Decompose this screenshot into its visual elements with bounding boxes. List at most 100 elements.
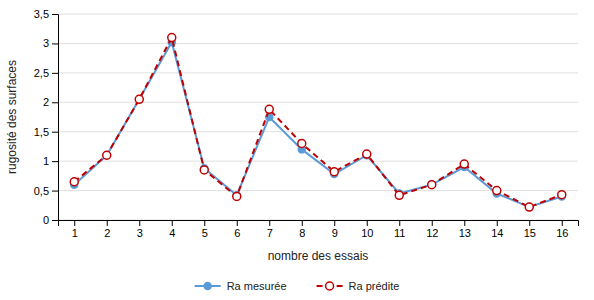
x-axis-title: nombre des essais — [268, 249, 369, 263]
point — [363, 150, 371, 158]
tick-label: 7 — [267, 227, 273, 239]
tick: 1 — [72, 220, 78, 239]
tick: 10 — [361, 220, 373, 239]
tick-mark — [52, 161, 58, 162]
tick-label: 4 — [169, 227, 175, 239]
tick: 3,5 — [34, 8, 58, 20]
tick-mark — [237, 220, 238, 226]
point — [70, 178, 78, 186]
line — [74, 38, 562, 208]
tick-mark — [269, 220, 270, 226]
tick-mark — [367, 220, 368, 226]
legend: Ra mesurée Ra prédite — [195, 280, 400, 292]
tick: 1,5 — [34, 126, 58, 138]
tick-mark — [204, 220, 205, 226]
x-axis: 12345678910111213141516 — [59, 220, 579, 239]
legend-label: Ra mesurée — [227, 280, 287, 292]
tick: 2 — [43, 96, 58, 108]
tick-mark — [172, 220, 173, 226]
tick-label: 0,5 — [34, 185, 49, 197]
tick-label: 2 — [104, 227, 110, 239]
legend-marker — [204, 283, 211, 290]
tick: 3 — [137, 220, 143, 239]
point — [298, 139, 306, 147]
tick-label: 3 — [137, 227, 143, 239]
tick: 3 — [43, 37, 58, 49]
tick-label: 2 — [43, 96, 49, 108]
legend-label: Ra prédite — [349, 280, 400, 292]
tick: 15 — [524, 220, 536, 239]
tick: 2 — [104, 220, 110, 239]
tick-label: 14 — [491, 227, 503, 239]
point — [168, 34, 176, 42]
point — [135, 95, 143, 103]
series-group — [70, 34, 566, 212]
tick-mark — [52, 73, 58, 74]
tick-label: 13 — [459, 227, 471, 239]
tick-mark — [52, 14, 58, 15]
tick: 13 — [459, 220, 471, 239]
tick: 7 — [267, 220, 273, 239]
point — [233, 192, 241, 200]
tick-label: 9 — [332, 227, 338, 239]
grid-line — [58, 14, 578, 15]
point — [330, 168, 338, 176]
tick-label: 0 — [43, 214, 49, 226]
tick-mark — [562, 220, 563, 226]
tick-mark — [302, 220, 303, 226]
point — [428, 181, 435, 188]
tick-label: 2,5 — [34, 67, 49, 79]
tick: 11 — [394, 220, 405, 239]
grid-line — [58, 72, 578, 73]
point — [460, 160, 468, 168]
point — [428, 181, 436, 189]
grid — [58, 14, 578, 220]
tick-label: 5 — [202, 227, 208, 239]
tick-mark — [432, 220, 433, 226]
tick: 0 — [43, 214, 58, 226]
legend-item: Ra prédite — [317, 280, 400, 292]
tick-label: 8 — [299, 227, 305, 239]
point — [103, 151, 111, 159]
tick: 1 — [43, 155, 58, 167]
tick: 2,5 — [34, 67, 58, 79]
series — [70, 34, 566, 212]
tick-mark — [529, 220, 530, 226]
tick-label: 11 — [394, 227, 405, 239]
tick: 6 — [234, 220, 240, 239]
y-axis-title: rugosité des surfaces — [5, 60, 19, 174]
point — [526, 204, 533, 211]
tick-mark — [52, 102, 58, 103]
tick: 14 — [491, 220, 503, 239]
tick: 0,5 — [34, 185, 58, 197]
tick-label: 3,5 — [34, 8, 49, 20]
tick-label: 15 — [524, 227, 536, 239]
tick-label: 12 — [426, 227, 438, 239]
tick-mark — [334, 220, 335, 226]
tick: 8 — [299, 220, 305, 239]
y-axis: 0 0,5 1 1,5 2 2,5 3 3,5 — [34, 8, 59, 226]
axis-line — [59, 221, 579, 227]
plot-area: 1234567891011121314151600,511,522,533,5 — [34, 8, 579, 239]
tick-mark — [399, 220, 400, 226]
point — [493, 187, 501, 195]
tick: 12 — [426, 220, 438, 239]
tick-mark — [139, 220, 140, 226]
tick-mark — [74, 220, 75, 226]
tick-label: 6 — [234, 227, 240, 239]
legend-item: Ra mesurée — [195, 280, 287, 292]
point — [136, 96, 143, 103]
tick: 5 — [202, 220, 208, 239]
point — [558, 191, 566, 199]
tick-mark — [107, 220, 108, 226]
tick: 16 — [556, 220, 568, 239]
axis-line — [52, 15, 59, 221]
chart: 1234567891011121314151600,511,522,533,5n… — [0, 0, 594, 300]
point — [265, 105, 273, 113]
line — [74, 42, 562, 207]
tick-mark — [52, 132, 58, 133]
tick-label: 1 — [72, 227, 78, 239]
tick-label: 16 — [556, 227, 568, 239]
tick: 9 — [332, 220, 338, 239]
tick-mark — [52, 220, 58, 221]
